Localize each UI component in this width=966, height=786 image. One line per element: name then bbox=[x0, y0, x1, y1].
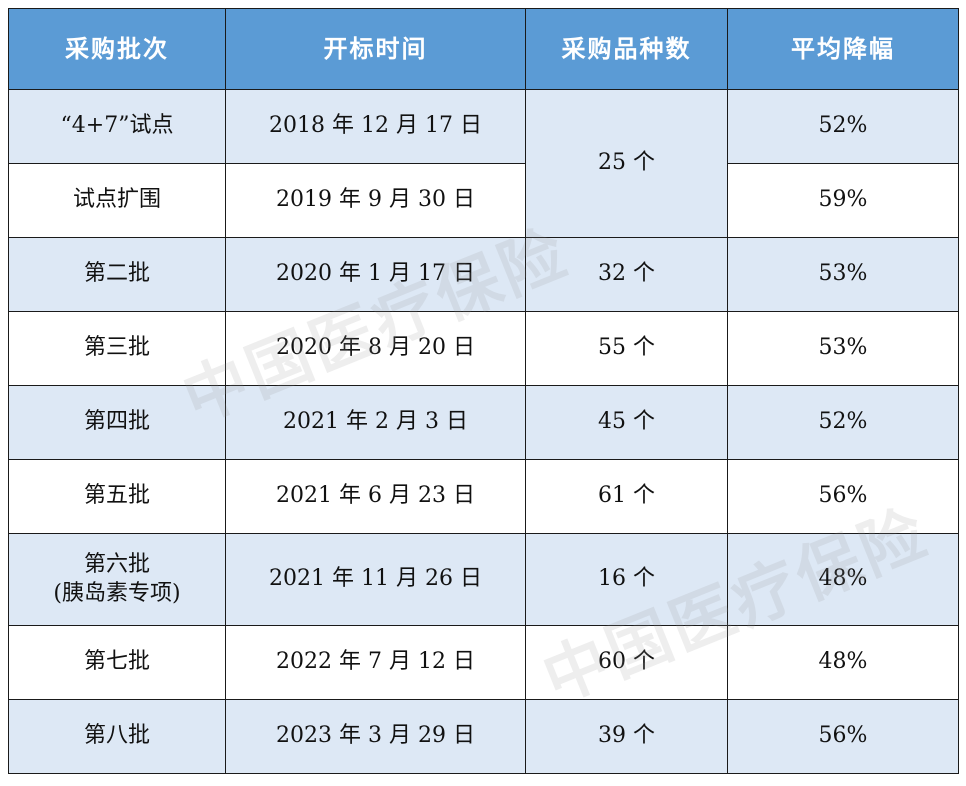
batch-cell: 第三批 bbox=[8, 311, 226, 386]
count-cell: 39 个 bbox=[525, 699, 728, 774]
table-row: 第五批 2021 年 6 月 23 日 61 个 56% bbox=[8, 459, 959, 534]
decline-cell: 48% bbox=[727, 625, 959, 700]
table-row: 第七批 2022 年 7 月 12 日 60 个 48% bbox=[8, 625, 959, 700]
table-row: “4+7”试点 2018 年 12 月 17 日 25 个 52% bbox=[8, 89, 959, 238]
count-cell: 61 个 bbox=[525, 459, 728, 534]
date-cell: 2021 年 11 月 26 日 bbox=[225, 533, 526, 626]
batch-cell: “4+7”试点 bbox=[8, 89, 226, 164]
table-row: 第六批 (胰岛素专项) 2021 年 11 月 26 日 16 个 48% bbox=[8, 533, 959, 626]
batch-cell: 第八批 bbox=[8, 699, 226, 774]
procurement-table-container: 采购批次 开标时间 采购品种数 平均降幅 “4+7”试点 2018 年 12 月… bbox=[8, 8, 959, 774]
count-cell: 55 个 bbox=[525, 311, 728, 386]
decline-cell: 56% bbox=[727, 699, 959, 774]
table-row: 第二批 2020 年 1 月 17 日 32 个 53% bbox=[8, 237, 959, 312]
header-date: 开标时间 bbox=[225, 8, 526, 90]
table-row: 第八批 2023 年 3 月 29 日 39 个 56% bbox=[8, 699, 959, 774]
decline-cell: 52% bbox=[727, 89, 959, 164]
count-cell: 25 个 bbox=[525, 89, 728, 238]
decline-cell: 59% bbox=[727, 163, 959, 238]
batch-cell: 试点扩围 bbox=[8, 163, 226, 238]
table-row: 试点扩围 2019 年 9 月 30 日 59% bbox=[8, 163, 959, 238]
count-cell: 32 个 bbox=[525, 237, 728, 312]
date-cell: 2019 年 9 月 30 日 bbox=[225, 163, 526, 238]
count-cell: 16 个 bbox=[525, 533, 728, 626]
date-cell: 2021 年 6 月 23 日 bbox=[225, 459, 526, 534]
date-cell: 2018 年 12 月 17 日 bbox=[225, 89, 526, 164]
decline-cell: 48% bbox=[727, 533, 959, 626]
table-row: 第三批 2020 年 8 月 20 日 55 个 53% bbox=[8, 311, 959, 386]
date-cell: 2020 年 1 月 17 日 bbox=[225, 237, 526, 312]
batch-note: (胰岛素专项) bbox=[53, 580, 181, 606]
decline-cell: 53% bbox=[727, 311, 959, 386]
procurement-table: 采购批次 开标时间 采购品种数 平均降幅 “4+7”试点 2018 年 12 月… bbox=[8, 8, 959, 774]
date-cell: 2021 年 2 月 3 日 bbox=[225, 385, 526, 460]
table-row: 第四批 2021 年 2 月 3 日 45 个 52% bbox=[8, 385, 959, 460]
header-row: 采购批次 开标时间 采购品种数 平均降幅 bbox=[8, 8, 959, 90]
header-decline: 平均降幅 bbox=[727, 8, 959, 90]
decline-cell: 53% bbox=[727, 237, 959, 312]
header-count: 采购品种数 bbox=[525, 8, 728, 90]
date-cell: 2020 年 8 月 20 日 bbox=[225, 311, 526, 386]
batch-cell: 第二批 bbox=[8, 237, 226, 312]
batch-cell: 第五批 bbox=[8, 459, 226, 534]
date-cell: 2023 年 3 月 29 日 bbox=[225, 699, 526, 774]
date-cell: 2022 年 7 月 12 日 bbox=[225, 625, 526, 700]
batch-cell: 第七批 bbox=[8, 625, 226, 700]
batch-cell: 第四批 bbox=[8, 385, 226, 460]
count-cell: 60 个 bbox=[525, 625, 728, 700]
header-batch: 采购批次 bbox=[8, 8, 226, 90]
count-cell: 45 个 bbox=[525, 385, 728, 460]
decline-cell: 52% bbox=[727, 385, 959, 460]
batch-label: 第六批 bbox=[83, 551, 150, 577]
batch-cell: 第六批 (胰岛素专项) bbox=[8, 533, 226, 626]
decline-cell: 56% bbox=[727, 459, 959, 534]
